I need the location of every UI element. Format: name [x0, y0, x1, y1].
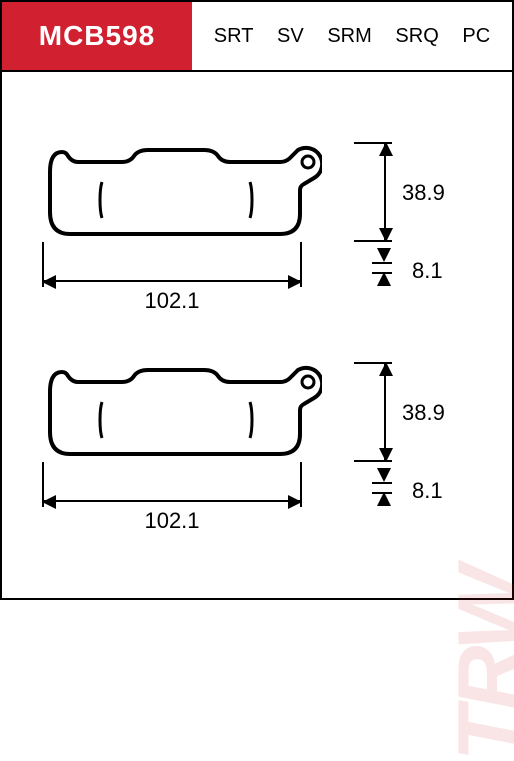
pad-1-svg — [42, 142, 322, 242]
pad-1-thickness-dim: 8.1 — [372, 262, 502, 307]
pad-2-shape — [42, 362, 302, 462]
variant-4: PC — [462, 25, 490, 48]
pad-1-height-dim: 38.9 — [372, 142, 482, 242]
header-row: MCB598 SRT SV SRM SRQ PC — [2, 2, 512, 72]
pad-1-height-label: 38.9 — [402, 180, 445, 206]
pad-2-height-dim: 38.9 — [372, 362, 482, 462]
pad-2-width-dim: 102.1 — [42, 480, 302, 525]
pad-1-thickness-label: 8.1 — [412, 258, 443, 284]
variant-1: SV — [277, 25, 304, 48]
diagram-body: TRW 38.9 8.1 — [2, 72, 512, 600]
variant-0: SRT — [214, 25, 254, 48]
variant-3: SRQ — [395, 25, 438, 48]
pad-2-group: 38.9 8.1 102.1 — [42, 362, 302, 525]
variant-2: SRM — [327, 25, 371, 48]
part-number: MCB598 — [39, 20, 155, 52]
pad-2-height-label: 38.9 — [402, 400, 445, 426]
pad-2-thickness-dim: 8.1 — [372, 482, 502, 527]
brand-watermark: TRW — [439, 570, 514, 761]
pad-1-width-label: 102.1 — [42, 288, 302, 314]
pad-2-svg — [42, 362, 322, 462]
part-number-box: MCB598 — [2, 2, 192, 70]
pad-2-width-label: 102.1 — [42, 508, 302, 534]
pad-1-width-dim: 102.1 — [42, 260, 302, 305]
pad-1-group: 38.9 8.1 102.1 — [42, 142, 302, 305]
pad-2-thickness-label: 8.1 — [412, 478, 443, 504]
diagram-container: MCB598 SRT SV SRM SRQ PC TRW — [0, 0, 514, 600]
pad-1-shape — [42, 142, 302, 242]
variants-row: SRT SV SRM SRQ PC — [192, 2, 512, 70]
